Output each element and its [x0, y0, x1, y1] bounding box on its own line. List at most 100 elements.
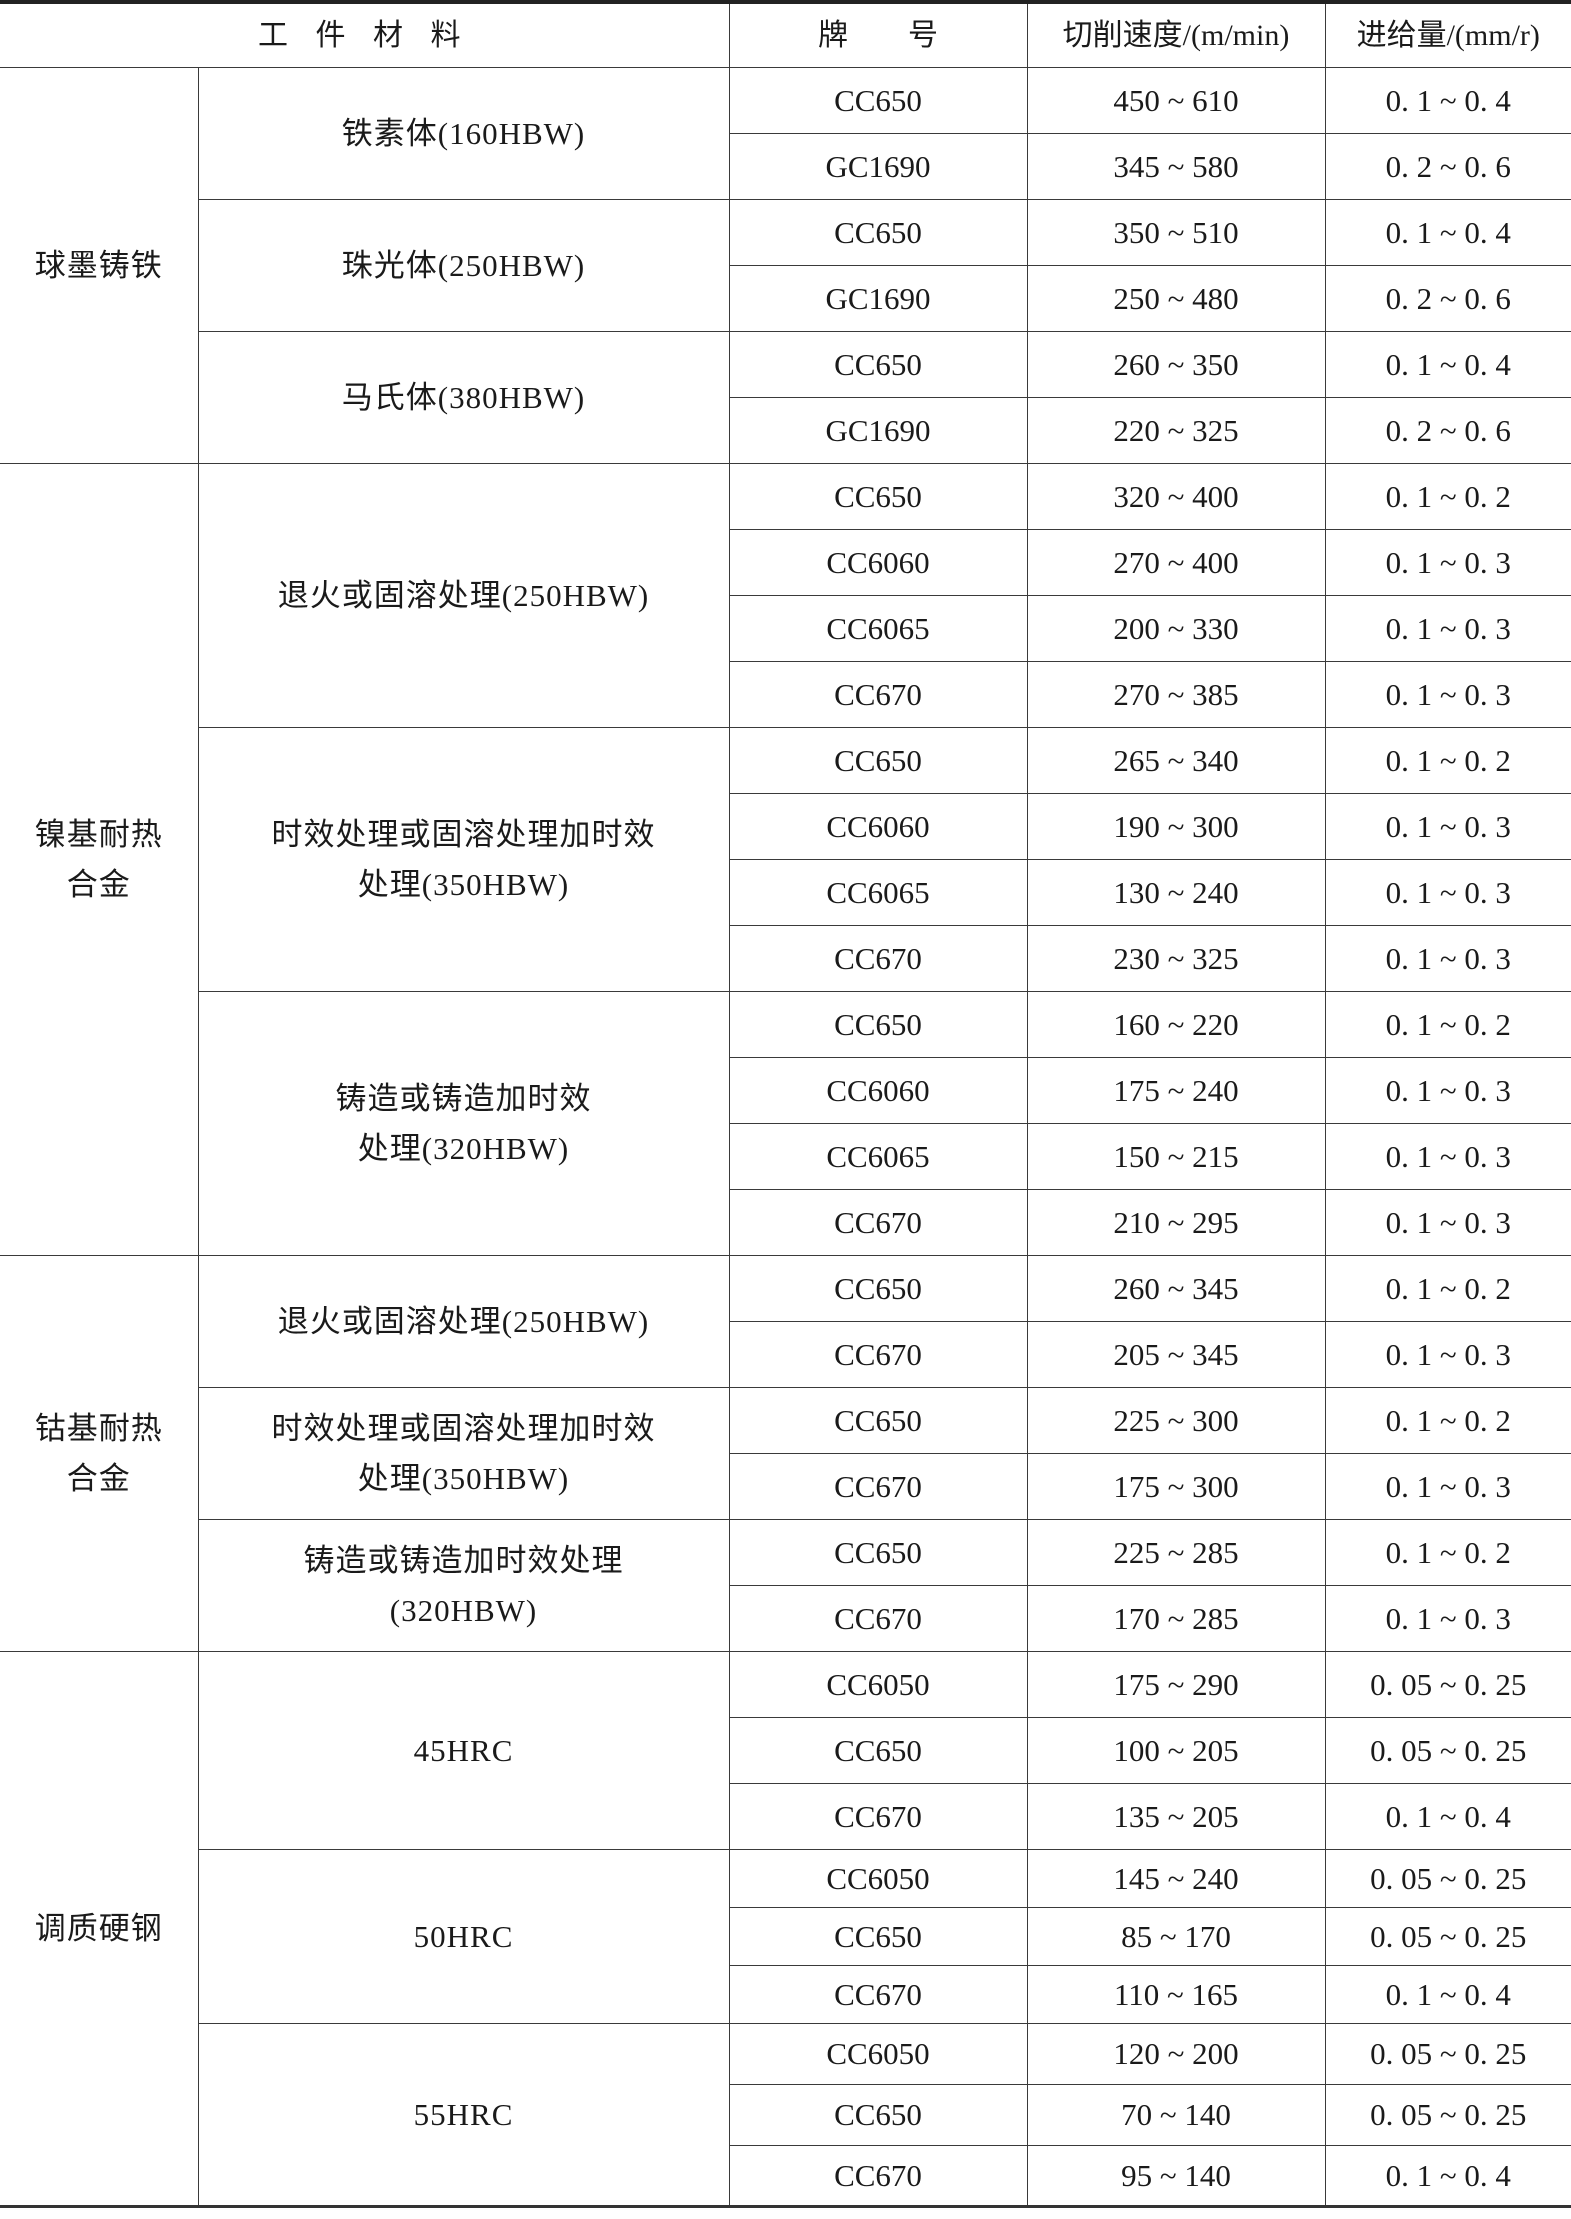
material-condition-label: 55HRC: [413, 2096, 514, 2132]
grade-cell: GC1690: [729, 397, 1028, 464]
table-row: CC6060 175 ~ 240 0. 1 ~ 0. 3: [0, 1057, 1571, 1124]
speed-cell: 250 ~ 480: [1026, 265, 1326, 332]
header-material: 工 件 材 料: [0, 1, 730, 68]
material-condition: 退火或固溶处理(250HBW): [197, 1255, 730, 1388]
feed-cell: 0. 2 ~ 0. 6: [1324, 265, 1571, 332]
feed-cell: 0. 05 ~ 0. 25: [1324, 2023, 1571, 2085]
feed-cell: 0. 1 ~ 0. 4: [1324, 2145, 1571, 2207]
feed-cell: 0. 1 ~ 0. 3: [1324, 1453, 1571, 1520]
table-row: 球墨铸铁 铁素体(160HBW) CC650 450 ~ 610 0. 1 ~ 0. 4: [0, 67, 1571, 464]
table-body: 球墨铸铁 铁素体(160HBW) CC650 450 ~ 610 0. 1 ~ 0. 4…: [0, 67, 1571, 2207]
grade-cell: CC670: [729, 1585, 1028, 1652]
table-row: CC670 170 ~ 285 0. 1 ~ 0. 3: [0, 1585, 1571, 1652]
feed-cell: 0. 1 ~ 0. 3: [1324, 859, 1571, 926]
material-condition-label: 铸造或铸造加时效处理 (320HBW): [303, 1542, 624, 1628]
table-row: 时效处理或固溶处理加时效 处理(350HBW) CC650 265 ~ 340 0. …: [0, 727, 1571, 992]
speed-cell: 225 ~ 300: [1026, 1387, 1326, 1454]
feed-cell: 0. 1 ~ 0. 3: [1324, 529, 1571, 596]
grade-cell: CC670: [729, 661, 1028, 728]
feed-cell: 0. 05 ~ 0. 25: [1324, 1717, 1571, 1784]
table-row: CC670 175 ~ 300 0. 1 ~ 0. 3: [0, 1453, 1571, 1520]
speed-cell: 150 ~ 215: [1026, 1123, 1326, 1190]
material-condition-label: 退火或固溶处理(250HBW): [277, 1303, 650, 1339]
speed-cell: 95 ~ 140: [1026, 2145, 1326, 2207]
table-row: CC6060 270 ~ 400 0. 1 ~ 0. 3: [0, 529, 1571, 596]
speed-cell: 350 ~ 510: [1026, 199, 1326, 266]
grade-cell: CC6065: [729, 1123, 1028, 1190]
feed-cell: 0. 1 ~ 0. 3: [1324, 1057, 1571, 1124]
grade-cell: CC650: [728, 1387, 1028, 1454]
grade-cell: CC6060: [729, 529, 1028, 596]
material-condition-label: 时效处理或固溶处理加时效 处理(350HBW): [271, 1410, 656, 1496]
grade-cell: CC6050: [728, 1651, 1028, 1718]
speed-cell: 175 ~ 300: [1026, 1453, 1326, 1520]
grade-cell: CC650: [729, 2084, 1028, 2146]
material-condition: 珠光体(250HBW): [198, 199, 730, 332]
material-group: 调质硬钢: [0, 1651, 199, 2207]
material-condition-label: 铸造或铸造加时效 处理(320HBW): [335, 1080, 592, 1166]
material-condition: 铸造或铸造加时效处理 (320HBW): [198, 1519, 730, 1652]
feed-cell: 0. 1 ~ 0. 3: [1324, 1321, 1571, 1388]
material-group: 球墨铸铁: [0, 67, 199, 464]
header-grade: 牌 号: [728, 1, 1028, 68]
speed-cell: 85 ~ 170: [1026, 1907, 1326, 1966]
table-row: 55HRC CC6050 120 ~ 200 0. 05 ~ 0. 25: [0, 2023, 1571, 2207]
speed-cell: 265 ~ 340: [1026, 727, 1326, 794]
material-condition-label: 马氏体(380HBW): [341, 379, 586, 415]
speed-cell: 120 ~ 200: [1026, 2023, 1326, 2085]
feed-cell: 0. 1 ~ 0. 3: [1324, 595, 1571, 662]
speed-cell: 450 ~ 610: [1026, 67, 1326, 134]
grade-cell: CC670: [729, 925, 1028, 992]
material-group-label: 钴基耐热 合金: [34, 1410, 163, 1496]
material-condition: 马氏体(380HBW): [198, 331, 730, 464]
speed-cell: 110 ~ 165: [1026, 1965, 1326, 2024]
material-condition: 45HRC: [197, 1651, 730, 1850]
speed-cell: 70 ~ 140: [1026, 2084, 1326, 2146]
table-row: 钴基耐热 合金 退火或固溶处理(250HBW) CC650 260 ~ 345 0. 1…: [0, 1255, 1571, 1652]
grade-cell: CC650: [728, 331, 1028, 398]
material-condition: 铸造或铸造加时效 处理(320HBW): [198, 991, 730, 1256]
grade-cell: CC650: [729, 1907, 1028, 1966]
table-row: 镍基耐热 合金 退火或固溶处理(250HBW) CC650 320 ~ 400 0. 1…: [0, 463, 1571, 1256]
grade-cell: CC670: [729, 1783, 1028, 1850]
feed-cell: 0. 1 ~ 0. 4: [1324, 1783, 1571, 1850]
grade-cell: GC1690: [729, 133, 1028, 200]
material-group-label: 镍基耐热 合金: [34, 816, 163, 902]
material-condition: 时效处理或固溶处理加时效 处理(350HBW): [198, 1387, 730, 1520]
speed-cell: 190 ~ 300: [1026, 793, 1326, 860]
grade-cell: GC1690: [729, 265, 1028, 332]
feed-cell: 0. 2 ~ 0. 6: [1324, 133, 1571, 200]
material-condition-label: 铁素体(160HBW): [341, 115, 586, 151]
grade-cell: CC670: [729, 1321, 1028, 1388]
feed-cell: 0. 1 ~ 0. 2: [1324, 1519, 1571, 1586]
grade-cell: CC670: [729, 1189, 1028, 1256]
speed-cell: 220 ~ 325: [1026, 397, 1326, 464]
table-row: CC6065 150 ~ 215 0. 1 ~ 0. 3: [0, 1123, 1571, 1190]
grade-cell: CC6050: [728, 1849, 1028, 1908]
grade-cell: CC6065: [729, 859, 1028, 926]
speed-cell: 175 ~ 240: [1026, 1057, 1326, 1124]
grade-cell: CC650: [728, 991, 1028, 1058]
speed-cell: 260 ~ 350: [1026, 331, 1326, 398]
table-row: 马氏体(380HBW) CC650 260 ~ 350 0. 1 ~ 0. 4: [0, 331, 1571, 464]
feed-cell: 0. 1 ~ 0. 3: [1324, 793, 1571, 860]
grade-cell: CC650: [728, 1519, 1028, 1586]
speed-cell: 270 ~ 400: [1026, 529, 1326, 596]
speed-cell: 210 ~ 295: [1026, 1189, 1326, 1256]
grade-cell: CC650: [728, 199, 1028, 266]
speed-cell: 225 ~ 285: [1026, 1519, 1326, 1586]
speed-cell: 200 ~ 330: [1026, 595, 1326, 662]
feed-cell: 0. 1 ~ 0. 3: [1324, 1123, 1571, 1190]
material-condition-label: 时效处理或固溶处理加时效 处理(350HBW): [271, 816, 656, 902]
speed-cell: 230 ~ 325: [1026, 925, 1326, 992]
feed-cell: 0. 1 ~ 0. 3: [1324, 925, 1571, 992]
feed-cell: 0. 2 ~ 0. 6: [1324, 397, 1571, 464]
table-row: CC6065 200 ~ 330 0. 1 ~ 0. 3: [0, 595, 1571, 662]
material-condition-label: 50HRC: [413, 1918, 514, 1954]
feed-cell: 0. 1 ~ 0. 2: [1324, 991, 1571, 1058]
material-condition: 50HRC: [198, 1849, 730, 2024]
table-row: CC670 205 ~ 345 0. 1 ~ 0. 3: [0, 1321, 1571, 1388]
table-row: CC650 70 ~ 140 0. 05 ~ 0. 25: [0, 2084, 1571, 2146]
material-condition: 退火或固溶处理(250HBW): [197, 463, 730, 728]
header-feed: 进给量/(mm/r): [1324, 1, 1571, 68]
